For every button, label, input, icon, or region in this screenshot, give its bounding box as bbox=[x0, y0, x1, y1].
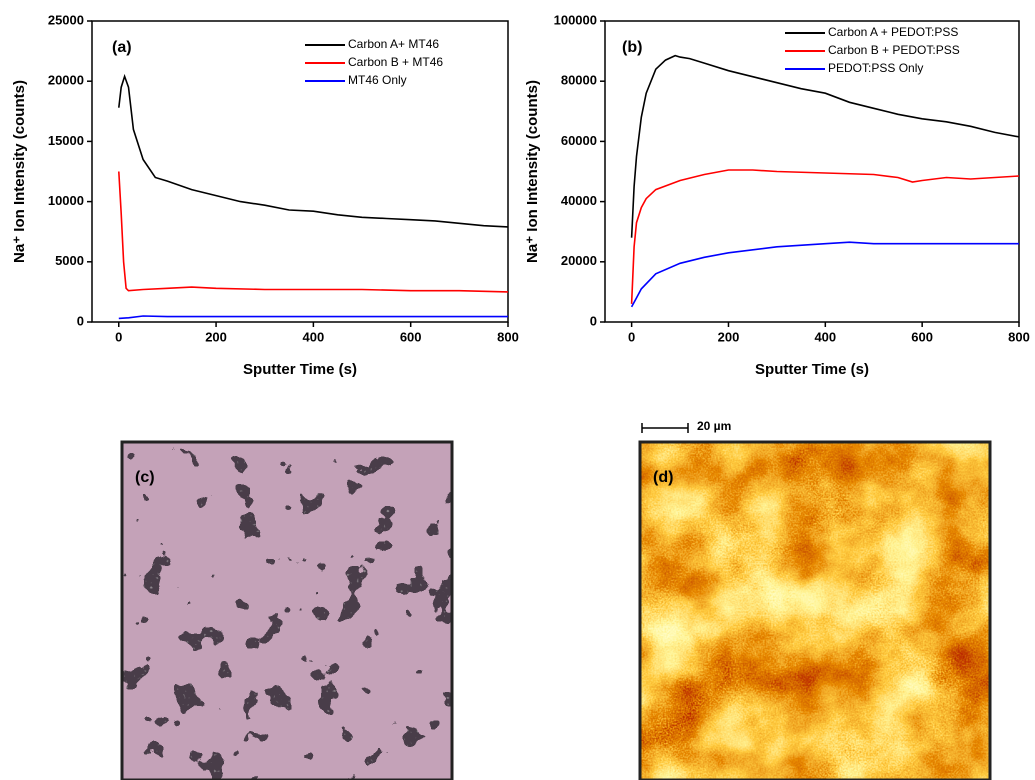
data-line bbox=[118, 171, 509, 293]
heat-map bbox=[640, 442, 990, 780]
x-tick-label: 0 bbox=[628, 329, 635, 344]
panel-label: (b) bbox=[622, 39, 642, 56]
chart: 0 20000 40000 60000 80000 100000 0 200 400 600 800… bbox=[524, 12, 1030, 378]
scale-bar-label: 20 µm bbox=[697, 419, 731, 433]
x-tick-label: 800 bbox=[1008, 329, 1030, 344]
chart: 0 5000 10000 15000 20000 25000 0 200 400 600 800 Sp… bbox=[11, 12, 519, 378]
image-frame bbox=[638, 440, 992, 780]
y-tick-label: 20000 bbox=[48, 73, 84, 88]
y-tick-label: 60000 bbox=[561, 133, 597, 148]
x-axis-label: Sputter Time (s) bbox=[243, 361, 357, 378]
data-line bbox=[118, 73, 509, 228]
x-tick-label: 0 bbox=[115, 329, 122, 344]
y-tick-label: 80000 bbox=[561, 73, 597, 88]
panel-label: (d) bbox=[653, 469, 673, 486]
image-frame bbox=[120, 440, 454, 780]
x-tick-label: 800 bbox=[497, 329, 519, 344]
x-tick-label: 600 bbox=[400, 329, 422, 344]
y-axis-label: Na⁺ Ion Intensity (counts) bbox=[11, 80, 28, 263]
micrograph bbox=[122, 442, 452, 780]
x-axis-label: Sputter Time (s) bbox=[755, 361, 869, 378]
y-tick-label: 5000 bbox=[55, 253, 84, 268]
x-tick-label: 400 bbox=[303, 329, 325, 344]
plot-frame bbox=[91, 20, 509, 323]
legend-label: Carbon B + MT46 bbox=[348, 55, 443, 69]
y-axis-label: Na⁺ Ion Intensity (counts) bbox=[524, 80, 541, 263]
image-c: (c) bbox=[120, 440, 454, 780]
panel-label: (c) bbox=[135, 469, 155, 486]
panel-label: (a) bbox=[112, 39, 132, 56]
scale-bar bbox=[641, 423, 689, 433]
legend-label: Carbon A + PEDOT:PSS bbox=[828, 25, 958, 39]
x-tick-label: 600 bbox=[911, 329, 933, 344]
y-tick-label: 25000 bbox=[48, 12, 84, 27]
y-tick-label: 100000 bbox=[554, 12, 597, 27]
data-line bbox=[630, 54, 1020, 238]
data-line bbox=[118, 315, 508, 320]
data-line bbox=[630, 241, 1019, 308]
y-tick-label: 0 bbox=[590, 313, 597, 328]
y-tick-label: 15000 bbox=[48, 133, 84, 148]
image-d: (d) 20 µm bbox=[638, 419, 992, 780]
legend-label: MT46 Only bbox=[348, 73, 407, 87]
y-tick-label: 0 bbox=[77, 313, 84, 328]
legend-label: Carbon A+ MT46 bbox=[348, 37, 439, 51]
x-tick-label: 200 bbox=[718, 329, 740, 344]
y-tick-label: 20000 bbox=[561, 253, 597, 268]
data-line bbox=[630, 169, 1020, 304]
x-tick-label: 400 bbox=[814, 329, 836, 344]
y-tick-label: 40000 bbox=[561, 193, 597, 208]
x-tick-label: 200 bbox=[205, 329, 227, 344]
legend-label: PEDOT:PSS Only bbox=[828, 61, 923, 75]
plot-frame bbox=[604, 20, 1020, 323]
legend-label: Carbon B + PEDOT:PSS bbox=[828, 43, 960, 57]
y-tick-label: 10000 bbox=[48, 193, 84, 208]
